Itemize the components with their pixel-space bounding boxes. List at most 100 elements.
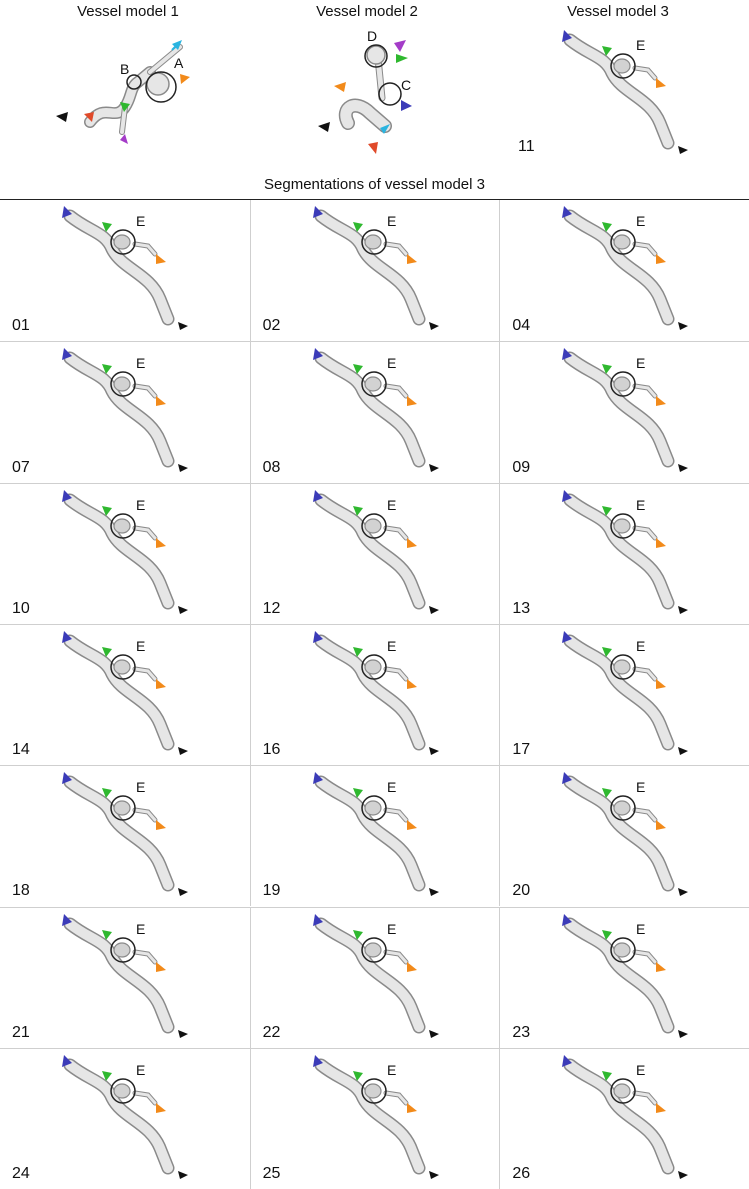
green-arrow-icon bbox=[352, 788, 363, 799]
green-arrow-icon bbox=[102, 646, 112, 657]
blue-arrow-icon bbox=[62, 1054, 72, 1067]
blue-arrow-icon bbox=[562, 489, 573, 502]
orange-arrow-icon bbox=[406, 396, 417, 407]
segmentation-cell: E 13 bbox=[499, 482, 749, 624]
vessel-model-2-title: Vessel model 2 bbox=[316, 3, 418, 20]
segmentation-number: 10 bbox=[12, 599, 30, 617]
black-arrow-icon bbox=[428, 746, 439, 755]
segmentation-cell: E 12 bbox=[249, 482, 500, 624]
segmentation-number: 17 bbox=[512, 741, 531, 759]
vessel-model-3-title: Vessel model 3 bbox=[567, 3, 669, 20]
aneurysm-circle bbox=[610, 1078, 637, 1104]
black-arrow-icon bbox=[178, 464, 188, 473]
blue-arrow-icon bbox=[562, 348, 573, 361]
green-arrow-icon bbox=[102, 222, 112, 232]
aneurysm-circle bbox=[360, 1078, 387, 1104]
aneurysm-circle bbox=[610, 654, 637, 680]
black-arrow-icon bbox=[428, 605, 439, 614]
label-b: B bbox=[120, 61, 129, 77]
label-e: E bbox=[387, 779, 396, 795]
black-arrow-icon bbox=[678, 746, 689, 755]
blue-arrow-icon bbox=[62, 630, 72, 643]
segmentation-number: 23 bbox=[512, 1023, 531, 1041]
aneurysm-circle bbox=[110, 795, 136, 821]
segmentation-number: 07 bbox=[12, 458, 30, 476]
aneurysm-circle bbox=[610, 229, 637, 255]
label-e: E bbox=[136, 497, 145, 513]
blue-arrow-icon bbox=[312, 348, 323, 361]
segmentation-cell: E 02 bbox=[249, 200, 500, 342]
black-arrow-icon bbox=[678, 322, 689, 330]
vessel-segmentation-shape: E bbox=[312, 348, 439, 473]
orange-arrow-icon bbox=[406, 961, 417, 972]
segmentation-number: 20 bbox=[512, 882, 531, 900]
blue-arrow-icon bbox=[312, 630, 323, 643]
segmentation-cell: E 18 bbox=[0, 765, 250, 906]
label-e: E bbox=[636, 497, 645, 513]
segmentation-number: 14 bbox=[12, 741, 30, 759]
vessel-segmentation-shape: E bbox=[62, 206, 188, 330]
aneurysm-circle bbox=[610, 371, 637, 398]
black-arrow-icon bbox=[428, 464, 439, 473]
aneurysm-circle bbox=[610, 512, 637, 539]
orange-arrow-icon bbox=[656, 254, 667, 264]
vessel-segmentation-shape: E bbox=[312, 1054, 439, 1179]
vessel-segmentation-shape: E bbox=[562, 348, 689, 473]
vessel-segmentation-shape: E bbox=[562, 1054, 689, 1179]
label-e: E bbox=[636, 921, 645, 937]
orange-arrow-icon bbox=[656, 396, 667, 407]
aneurysm-circle bbox=[610, 936, 637, 963]
green-arrow-icon bbox=[352, 929, 363, 940]
label-e: E bbox=[636, 779, 645, 795]
black-arrow-icon bbox=[678, 605, 689, 614]
blue-arrow-icon bbox=[562, 630, 573, 643]
vessel-segmentation-shape: E bbox=[62, 489, 188, 614]
green-arrow-icon bbox=[352, 1070, 363, 1081]
segmentation-number: 21 bbox=[12, 1023, 30, 1041]
blue-arrow-icon bbox=[62, 913, 72, 926]
green-arrow-icon bbox=[602, 222, 613, 232]
label-a: A bbox=[174, 55, 184, 71]
green-arrow-icon bbox=[102, 788, 112, 799]
segmentation-cell: E 08 bbox=[249, 341, 500, 483]
aneurysm-circle bbox=[610, 795, 637, 821]
orange-arrow-icon bbox=[406, 820, 417, 831]
label-d: D bbox=[367, 28, 377, 44]
label-e: E bbox=[387, 213, 396, 229]
vessel-segmentation-shape: E bbox=[312, 772, 439, 897]
vessel-segmentation-shape: E bbox=[62, 1054, 188, 1179]
segmentation-number: 01 bbox=[12, 317, 30, 335]
vessel-model-2-illustration: D C bbox=[318, 28, 412, 154]
green-arrow-icon bbox=[352, 646, 363, 657]
segmentation-number: 04 bbox=[512, 317, 531, 335]
vessel-model-3-illustration: E bbox=[562, 30, 688, 154]
segmentation-cell: E 26 bbox=[499, 1047, 749, 1189]
green-arrow-icon bbox=[602, 1070, 613, 1081]
segmentation-number: 25 bbox=[262, 1165, 281, 1183]
vessel-segmentation-shape: E bbox=[312, 913, 439, 1038]
green-arrow-icon bbox=[102, 929, 112, 940]
green-arrow-icon bbox=[102, 1070, 112, 1081]
segmentation-number: 19 bbox=[262, 882, 281, 900]
orange-arrow-icon bbox=[656, 820, 667, 831]
section-divider bbox=[0, 199, 749, 200]
segmentation-number: 12 bbox=[262, 599, 281, 617]
label-e: E bbox=[636, 1062, 645, 1078]
black-arrow-icon bbox=[678, 1029, 689, 1038]
segmentation-cell: E 09 bbox=[499, 341, 749, 483]
label-e: E bbox=[136, 213, 145, 229]
aneurysm-circle bbox=[110, 512, 136, 539]
vessel-segmentation-shape: E bbox=[62, 630, 188, 755]
segmentation-cell: E 24 bbox=[0, 1047, 250, 1189]
vessel-model-3-number: 11 bbox=[518, 138, 535, 155]
orange-arrow-icon bbox=[156, 678, 166, 689]
segmentation-number: 22 bbox=[262, 1023, 281, 1041]
segmentation-number: 02 bbox=[262, 317, 281, 335]
vessel-model-1-illustration: A B bbox=[56, 40, 190, 144]
blue-arrow-icon bbox=[62, 772, 72, 785]
segmentation-number: 13 bbox=[512, 599, 531, 617]
black-arrow-icon bbox=[178, 888, 188, 897]
green-arrow-icon bbox=[352, 505, 363, 516]
aneurysm-circle bbox=[110, 229, 136, 255]
vessel-segmentation-shape: E bbox=[562, 630, 689, 755]
